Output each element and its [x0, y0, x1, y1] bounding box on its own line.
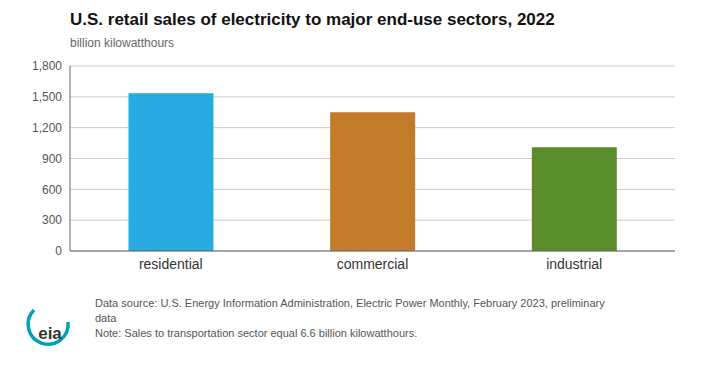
- svg-text:industrial: industrial: [546, 256, 602, 272]
- svg-text:600: 600: [42, 183, 62, 197]
- svg-text:1,500: 1,500: [32, 90, 62, 104]
- html-text:billion kilowatthours: billion kilowatthours: [70, 36, 175, 50]
- html-text:U.S. retail sales of electrici: U.S. retail sales of electricity to majo…: [70, 10, 555, 29]
- svg-text:1,200: 1,200: [32, 121, 62, 135]
- html-text:Data source: U.S. Energy Infor: Data source: U.S. Energy Information Adm…: [95, 297, 605, 309]
- svg-text:900: 900: [42, 152, 62, 166]
- html-text:eia: eia: [38, 324, 62, 343]
- svg-text:residential: residential: [139, 256, 203, 272]
- svg-text:0: 0: [55, 244, 62, 258]
- svg-text:300: 300: [42, 213, 62, 227]
- svg-text:1,800: 1,800: [32, 59, 62, 73]
- html-text:Note: Sales to transportation: Note: Sales to transportation sector equ…: [95, 327, 418, 339]
- html-text:data: data: [95, 312, 117, 324]
- svg-text:commercial: commercial: [337, 256, 409, 272]
